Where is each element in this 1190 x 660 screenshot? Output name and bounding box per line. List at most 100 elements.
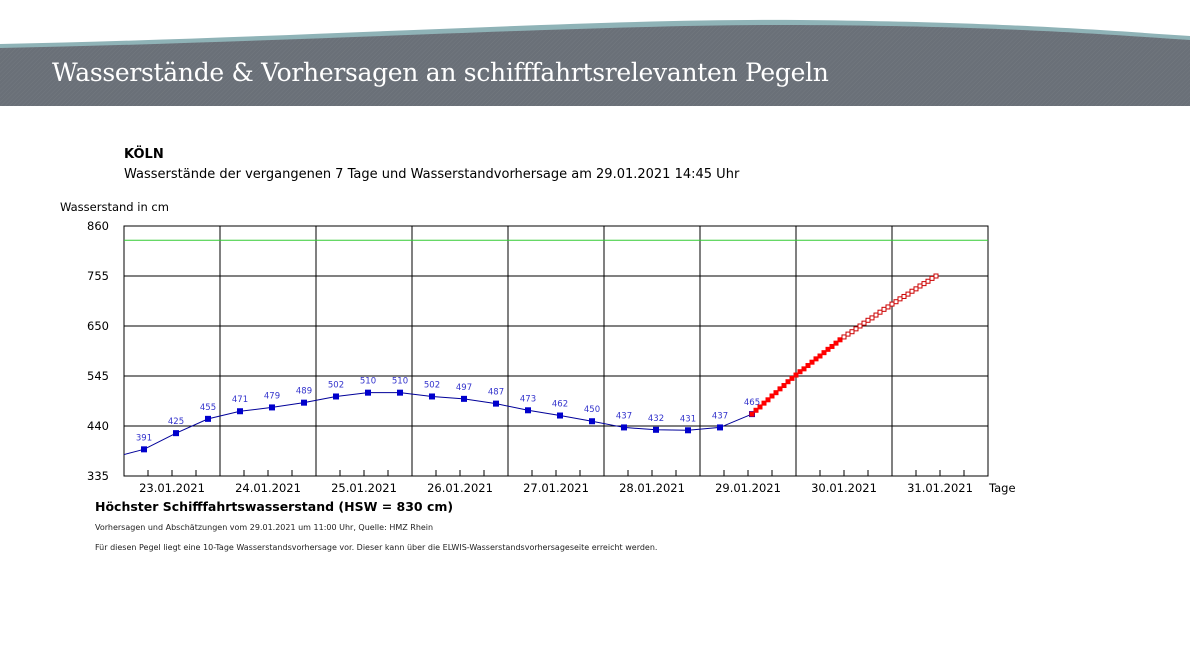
forecast-estimate-point	[841, 334, 847, 340]
forecast-point	[749, 411, 755, 417]
forecast-estimate-point	[917, 283, 923, 289]
measured-point	[589, 418, 595, 425]
measured-value-label: 489	[296, 387, 312, 397]
forecast-estimate-point	[861, 320, 867, 326]
measured-point	[653, 426, 659, 433]
y-tick-label: 335	[87, 469, 109, 483]
forecast-estimate-point	[933, 273, 939, 279]
x-tick-label: 30.01.2021	[811, 481, 877, 495]
forecast-point	[777, 386, 783, 392]
measured-point	[333, 393, 339, 400]
x-tick-label: 26.01.2021	[427, 481, 493, 495]
forecast-estimate-point	[877, 309, 883, 315]
measured-value-label: 431	[680, 414, 696, 424]
forecast-estimate-point	[845, 331, 851, 337]
x-axis-label: Tage	[988, 481, 1016, 495]
y-tick-label: 755	[87, 269, 109, 283]
measured-point	[525, 407, 531, 414]
measured-value-label: 450	[584, 405, 600, 415]
y-tick-label: 650	[87, 319, 109, 333]
chart-subtitle: Wasserstände der vergangenen 7 Tage und …	[124, 167, 740, 182]
x-tick-label: 27.01.2021	[523, 481, 589, 495]
ten-day-forecast-note: Für diesen Pegel liegt eine 10-Tage Wass…	[95, 543, 658, 552]
forecast-estimate-point	[869, 315, 875, 321]
water-level-chart: Wasserstand in cm 335 440 545 650 755 860 23.0…	[60, 200, 1016, 495]
x-tick-label: 23.01.2021	[139, 481, 205, 495]
header-banner	[0, 19, 1190, 106]
forecast-point	[801, 366, 807, 372]
measured-point	[621, 424, 627, 431]
forecast-point	[773, 390, 779, 396]
measured-point	[493, 400, 499, 407]
y-tick-label: 545	[87, 369, 109, 383]
y-axis-label: Wasserstand in cm	[60, 200, 169, 214]
y-tick-label: 440	[87, 419, 109, 433]
forecast-point	[813, 356, 819, 362]
measured-value-label: 437	[712, 411, 728, 421]
x-tick-label: 28.01.2021	[619, 481, 685, 495]
forecast-point	[769, 393, 775, 399]
measured-value-label: 502	[424, 380, 440, 390]
plot-area	[123, 225, 989, 477]
forecast-point	[821, 350, 827, 356]
measured-point	[205, 415, 211, 422]
measured-point	[461, 395, 467, 402]
measured-point	[301, 399, 307, 406]
forecast-point	[833, 340, 839, 346]
measured-value-label: 425	[168, 417, 184, 427]
forecast-estimate-point	[909, 288, 915, 294]
forecast-point	[765, 397, 771, 403]
forecast-estimate-point	[905, 291, 911, 297]
measured-value-label: 432	[648, 414, 664, 424]
hsw-label: Höchster Schifffahrtswasserstand (HSW = …	[95, 499, 454, 514]
forecast-estimate-point	[857, 323, 863, 329]
measured-value-label: 465	[744, 398, 760, 408]
measured-value-label: 510	[392, 377, 408, 387]
forecast-point	[781, 383, 787, 389]
measured-point	[173, 430, 179, 437]
measured-point	[557, 412, 563, 419]
forecast-estimate-point	[873, 312, 879, 318]
measured-value-label: 479	[264, 391, 280, 401]
measured-point	[429, 393, 435, 400]
measured-value-label: 471	[232, 395, 248, 405]
forecast-estimate-point	[893, 299, 899, 305]
y-tick-label: 860	[87, 219, 109, 233]
forecast-estimate-point	[849, 329, 855, 335]
forecast-point	[789, 375, 795, 381]
station-name: KÖLN	[124, 147, 164, 162]
forecast-point	[825, 346, 831, 352]
measured-point	[717, 424, 723, 431]
forecast-estimate-point	[929, 275, 935, 281]
forecast-estimate-point	[913, 286, 919, 292]
forecast-estimate-point	[853, 326, 859, 332]
measured-point	[365, 389, 371, 396]
measured-value-label: 391	[136, 433, 152, 443]
forecast-estimate-point	[885, 304, 891, 310]
measured-point	[141, 446, 147, 453]
forecast-point	[805, 363, 811, 369]
x-tick-label: 25.01.2021	[331, 481, 397, 495]
forecast-point	[785, 379, 791, 385]
forecast-point	[761, 400, 767, 406]
measured-point	[269, 404, 275, 411]
forecast-point	[829, 343, 835, 349]
measured-value-label: 473	[520, 394, 536, 404]
measured-value-label: 502	[328, 380, 344, 390]
measured-point	[237, 408, 243, 415]
forecast-point	[809, 359, 815, 365]
forecast-estimate-point	[901, 293, 907, 299]
forecast-estimate-point	[925, 278, 931, 284]
measured-value-label: 437	[616, 411, 632, 421]
forecast-point	[837, 337, 843, 343]
x-tick-label: 29.01.2021	[715, 481, 781, 495]
measured-value-label: 487	[488, 388, 504, 398]
forecast-point	[753, 407, 759, 413]
forecast-point	[817, 353, 823, 359]
forecast-estimate-point	[881, 306, 887, 312]
forecast-estimate-point	[897, 296, 903, 302]
measured-point	[397, 389, 403, 396]
forecast-point	[757, 404, 763, 410]
measured-point	[685, 427, 691, 434]
measured-value-label: 510	[360, 377, 376, 387]
